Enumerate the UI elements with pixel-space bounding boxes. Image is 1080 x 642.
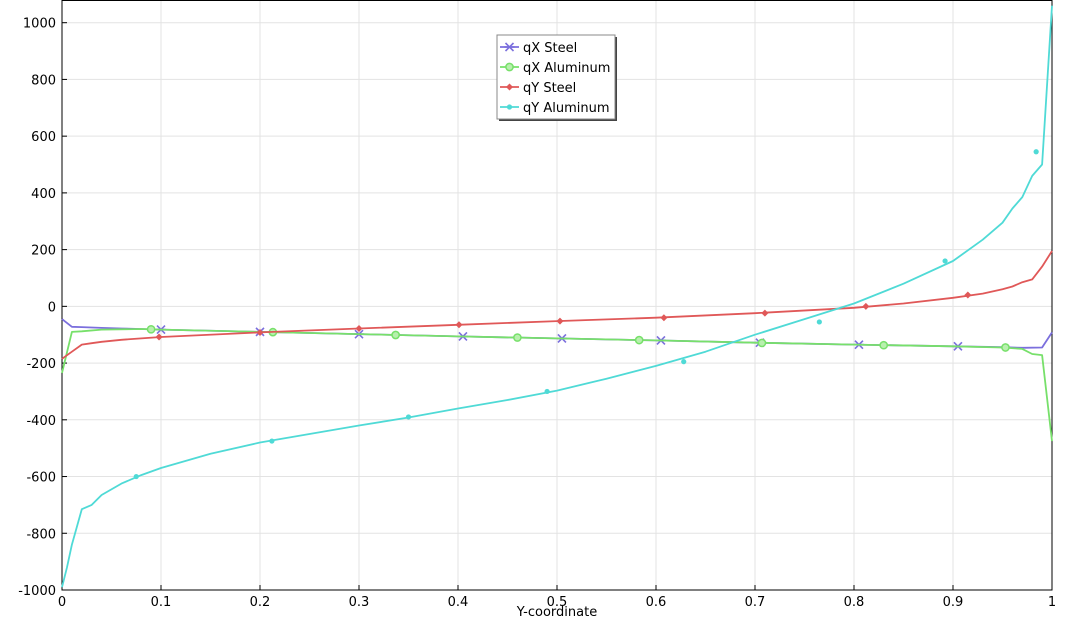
series-line-qx-aluminum bbox=[61, 328, 1053, 442]
y-tick-label: 400 bbox=[31, 187, 56, 202]
series-qy-aluminum bbox=[61, 5, 1053, 588]
legend-marker bbox=[506, 104, 513, 110]
x-tick-label: 0.8 bbox=[844, 595, 865, 610]
data-point-qy-aluminum bbox=[544, 388, 550, 395]
legend-label: qX Steel bbox=[523, 41, 577, 56]
x-tick-label: 0 bbox=[58, 595, 66, 610]
legend-item-qx-steel: qX Steel bbox=[500, 41, 577, 56]
y-tick-label: -400 bbox=[26, 414, 56, 429]
data-point-qy-steel bbox=[964, 291, 972, 299]
series-line-qy-steel bbox=[61, 250, 1053, 360]
legend-marker bbox=[506, 83, 513, 91]
data-point-qy-steel bbox=[355, 324, 363, 332]
legend-item-qx-aluminum: qX Aluminum bbox=[500, 61, 610, 76]
y-tick-label: -1000 bbox=[18, 584, 56, 599]
legend-label: qX Aluminum bbox=[523, 61, 610, 76]
x-tick-label: 0.6 bbox=[646, 595, 667, 610]
legend-marker bbox=[505, 62, 514, 72]
data-point-qy-aluminum bbox=[681, 359, 687, 365]
y-tick-label: 200 bbox=[31, 244, 56, 259]
series-line-qy-aluminum bbox=[61, 5, 1053, 588]
data-point-qy-steel bbox=[862, 302, 870, 310]
data-point-qx-aluminum bbox=[391, 330, 400, 340]
data-point-qy-aluminum bbox=[816, 319, 822, 325]
data-point-qy-steel bbox=[155, 333, 163, 341]
data-point-qx-aluminum bbox=[757, 338, 767, 348]
x-tick-label: 0.4 bbox=[448, 595, 469, 610]
legend-label: qY Steel bbox=[523, 81, 576, 96]
y-tick-label: 1000 bbox=[23, 17, 56, 32]
data-point-qx-aluminum bbox=[879, 340, 889, 350]
legend-label: qY Aluminum bbox=[523, 101, 610, 116]
y-tick-label: -200 bbox=[26, 357, 56, 372]
legend-item-qy-steel: qY Steel bbox=[500, 81, 576, 96]
y-tick-label: 600 bbox=[31, 130, 56, 145]
x-tick-label: 0.5 bbox=[547, 595, 568, 610]
x-tick-label: 0.3 bbox=[349, 595, 370, 610]
legend-marker bbox=[504, 42, 515, 52]
data-point-qx-aluminum bbox=[513, 333, 522, 342]
x-tick-label: 0.1 bbox=[151, 595, 172, 610]
data-point-qy-steel bbox=[761, 309, 769, 317]
legend-box bbox=[496, 34, 616, 120]
x-tick-label: 0.9 bbox=[943, 595, 964, 610]
x-axis: 0 0.1 0.2 0.3 0.4 0.5 0.6 0.7 0.8 0.9 1 bbox=[58, 585, 1056, 610]
y-tick-label: 0 bbox=[48, 300, 56, 315]
x-tick-label: 0.7 bbox=[745, 595, 766, 610]
data-point-qy-aluminum bbox=[269, 438, 275, 444]
x-axis-title: Y-coordinate bbox=[516, 605, 597, 620]
y-tick-label: -600 bbox=[26, 471, 56, 486]
data-point-qx-aluminum bbox=[634, 335, 644, 345]
data-point-qy-steel bbox=[455, 321, 463, 329]
data-point-qx-aluminum bbox=[146, 324, 156, 334]
data-point-qy-steel bbox=[556, 317, 564, 325]
legend: qX Steel qX Aluminum qY Steel qY Aluminum bbox=[496, 34, 617, 121]
series-layer bbox=[61, 5, 1053, 588]
y-tick-label: -800 bbox=[26, 527, 56, 542]
data-point-qy-aluminum bbox=[942, 258, 948, 264]
data-point-qy-steel bbox=[256, 328, 264, 336]
y-tick-label: 800 bbox=[31, 73, 56, 88]
y-axis: -1000 -800 -600 -400 -200 0 200 400 600 800 1000 bbox=[18, 17, 67, 599]
data-point-qy-aluminum bbox=[133, 473, 139, 480]
legend-item-qy-aluminum: qY Aluminum bbox=[500, 101, 610, 116]
data-point-qy-steel bbox=[660, 314, 668, 322]
x-tick-label: 1 bbox=[1048, 595, 1056, 610]
data-point-qx-aluminum bbox=[1001, 343, 1010, 352]
data-point-qy-aluminum bbox=[405, 414, 412, 420]
series-qx-aluminum bbox=[61, 324, 1053, 442]
x-tick-label: 0.2 bbox=[250, 595, 271, 610]
data-point-qy-aluminum bbox=[1033, 149, 1039, 155]
series-qy-steel bbox=[61, 250, 1053, 360]
